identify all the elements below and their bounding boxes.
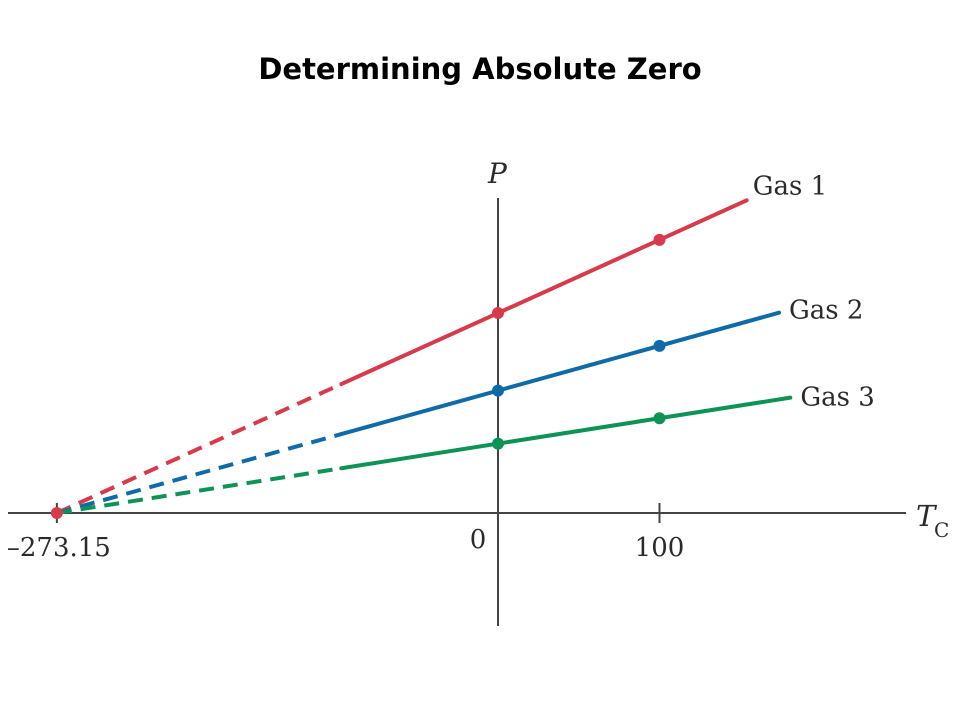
series-extrapolation-dashed xyxy=(56,382,343,515)
x-tick-label: –273.15 xyxy=(7,533,111,563)
series-label: Gas 1 xyxy=(753,171,827,201)
x-tick-label: 100 xyxy=(635,533,685,563)
x-axis-label-subscript: C xyxy=(934,518,949,542)
x-axis-label: T xyxy=(916,499,938,533)
data-point xyxy=(653,233,666,246)
chart-title: Determining Absolute Zero xyxy=(258,52,702,86)
series-label: Gas 3 xyxy=(800,383,874,413)
series-extrapolation-dashed xyxy=(56,432,342,515)
series-line xyxy=(339,310,782,437)
series-line xyxy=(339,198,749,387)
absolute-zero-point xyxy=(50,507,63,519)
data-point xyxy=(492,307,504,320)
data-point xyxy=(653,412,666,425)
data-point xyxy=(653,339,666,352)
series-label: Gas 2 xyxy=(789,296,863,326)
x-tick-label: 0 xyxy=(470,525,487,555)
data-point xyxy=(492,437,504,450)
data-point xyxy=(492,384,504,397)
y-axis-label: P xyxy=(487,157,508,190)
series-line xyxy=(339,395,793,471)
